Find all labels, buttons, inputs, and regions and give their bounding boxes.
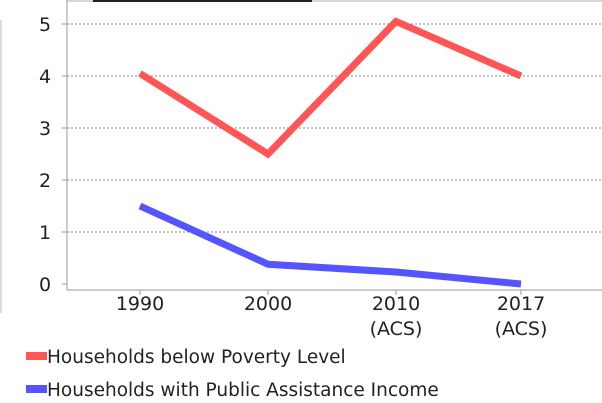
y-tick-label-3: 3 [39,118,51,140]
y-tick-label-0: 0 [39,274,51,296]
x-tick-label-3-line2: (ACS) [495,318,548,340]
gridlines [67,23,602,233]
x-tick-labels: 1990 2000 2010 (ACS) 2017 (ACS) [116,290,548,340]
x-tick-label-3: 2017 [497,293,545,315]
x-tick-label-2-line2: (ACS) [370,318,423,340]
x-tick-label-2: 2010 [372,293,420,315]
y-tick-label-2: 2 [39,170,51,192]
legend-label-poverty: Households below Poverty Level [47,347,346,368]
axes [66,0,602,291]
x-tick-label-0: 1990 [116,293,164,315]
legend-swatch-poverty [26,352,47,360]
y-tick-label-1: 1 [39,222,51,244]
series-lines [138,17,523,288]
legend: Households below Poverty Level Household… [26,347,439,401]
series-line-public-assistance [138,202,522,288]
legend-swatch-public-assistance [26,385,47,393]
series-line-poverty [138,17,523,159]
y-tick-label-4: 4 [39,66,51,88]
y-tick-labels: 0 1 2 3 4 5 [39,14,67,296]
legend-label-public-assistance: Households with Public Assistance Income [47,380,439,401]
x-tick-label-1: 2000 [244,293,292,315]
y-tick-label-5: 5 [39,14,51,36]
